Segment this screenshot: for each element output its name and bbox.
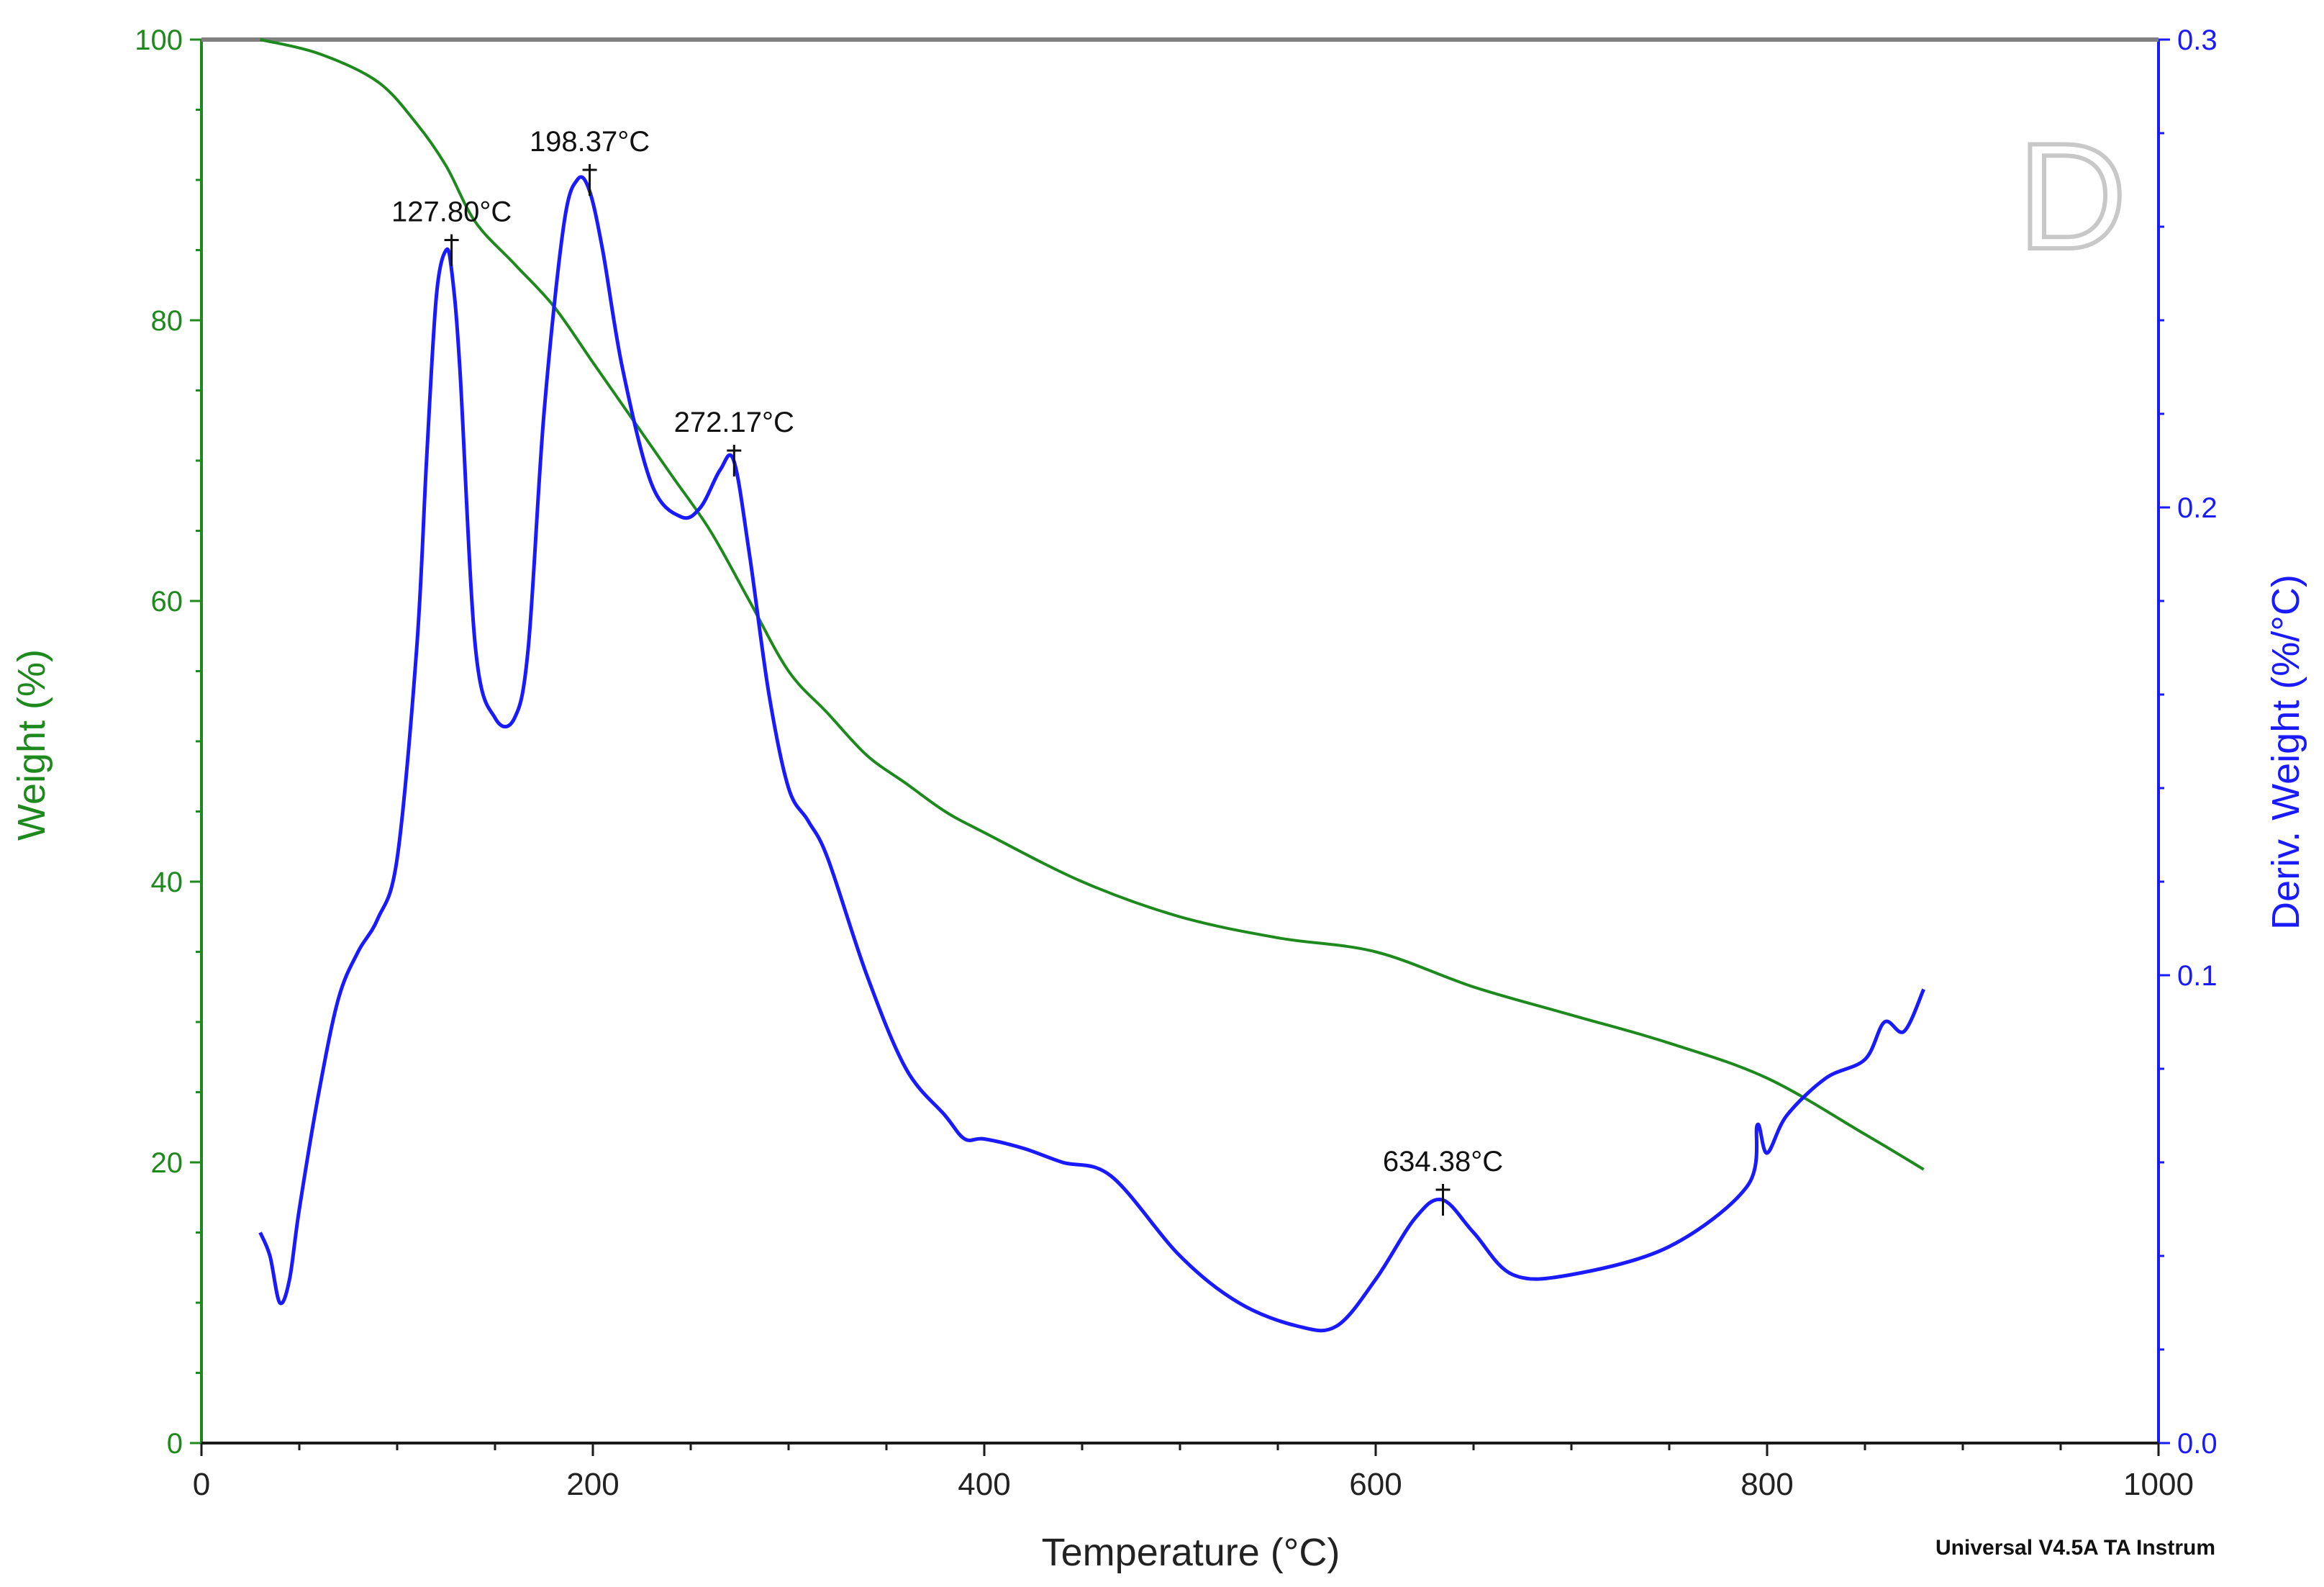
peak-label: 272.17°C: [674, 407, 794, 438]
x-tick-label: 0: [193, 1467, 210, 1502]
left-y-tick-label: 20: [151, 1147, 183, 1179]
peak-label: 634.38°C: [1383, 1146, 1503, 1177]
weight-series-line: [260, 38, 1925, 1171]
x-tick-label: 400: [958, 1467, 1010, 1502]
deriv-weight-series-line: [258, 175, 1925, 1333]
right-y-axis-title: Deriv. Weight (%/°C): [2264, 574, 2307, 930]
x-axis-title: Temperature (°C): [1042, 1531, 1340, 1574]
right-y-tick-label: 0.1: [2177, 960, 2218, 992]
left-y-axis-title: Weight (%): [10, 649, 53, 841]
panel-label: D: [2017, 112, 2127, 281]
x-tick-label: 1000: [2123, 1467, 2194, 1502]
left-y-tick-label: 40: [151, 867, 183, 898]
right-y-tick-label: 0.0: [2177, 1428, 2218, 1460]
peak-label: 127.80°C: [391, 196, 512, 228]
left-y-tick-label: 0: [167, 1428, 183, 1460]
annotation-layer: 127.80°C 198.37°C 272.17°C 634.38°C: [391, 126, 1503, 1216]
x-tick-label: 200: [566, 1467, 619, 1502]
left-y-tick-label: 80: [151, 305, 183, 337]
right-y-tick-label: 0.2: [2177, 492, 2218, 524]
series-layer: [258, 38, 1925, 1333]
right-y-tick-label: 0.3: [2177, 24, 2218, 56]
footer-instrument-text: Universal V4.5A TA Instrum: [1935, 1536, 2215, 1560]
left-y-tick-label: 100: [135, 24, 183, 56]
peak-label: 198.37°C: [530, 126, 650, 158]
left-y-tick-label: 60: [151, 586, 183, 618]
x-tick-label: 800: [1740, 1467, 1793, 1502]
tick-labels: 0 20 40 60 80 100 0.0 0.1 0.2 0.3 0 200 400 600 800 100…: [135, 24, 2217, 1502]
x-tick-label: 600: [1349, 1467, 1402, 1502]
